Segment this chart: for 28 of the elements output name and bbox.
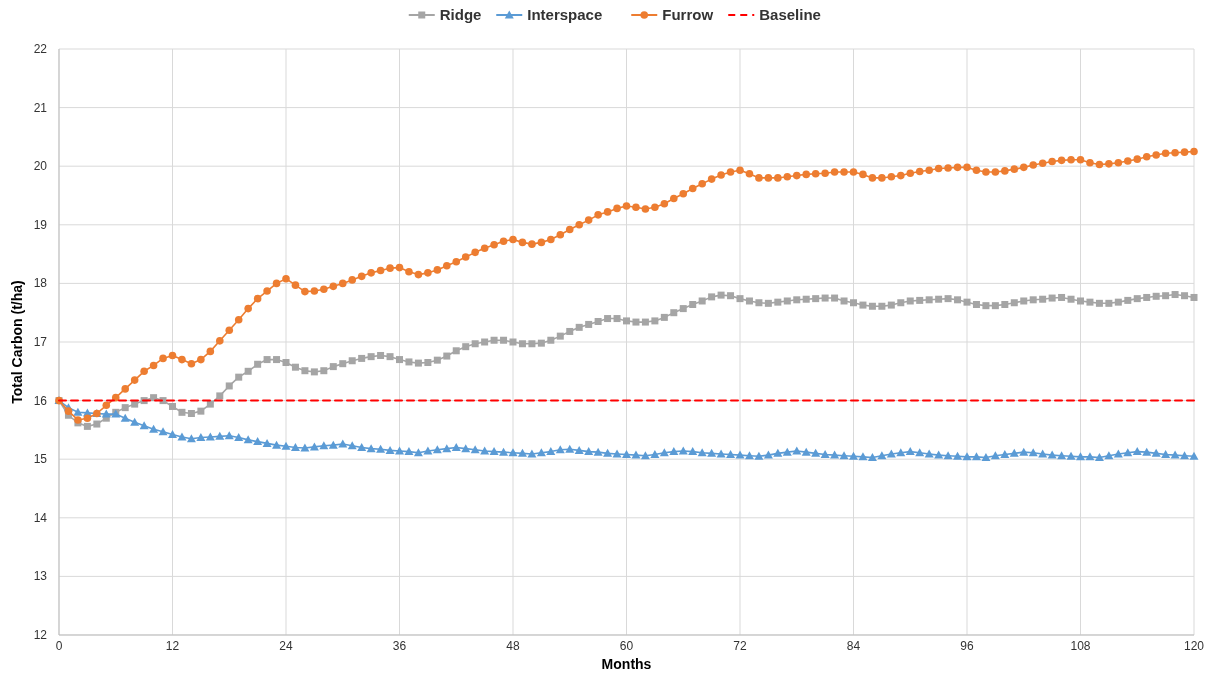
x-tick-label: 84 [846,639,861,653]
x-tick-label: 12 [165,639,180,653]
x-tick-label: 96 [960,639,974,653]
x-tick-label: 108 [1070,639,1091,653]
legend-label: Furrow [662,6,714,23]
x-tick-label: 60 [619,639,634,653]
x-tick-label: 120 [1183,639,1205,653]
legend-label: Ridge [439,6,482,23]
x-tick-label: 72 [733,639,747,653]
y-tick-label: 21 [33,100,48,115]
legend-label: Interspace [527,6,603,23]
y-tick-label: 17 [33,335,48,349]
x-tick-label: 36 [392,639,407,653]
y-tick-label: 13 [33,569,48,584]
y-tick-label: 20 [33,159,48,174]
y-tick-label: 15 [33,452,48,467]
y-axis-title: Total Carbon (t/ha) [9,280,25,404]
y-tick-label: 14 [33,510,48,525]
x-tick-label: 24 [279,639,293,653]
y-tick-label: 16 [33,393,48,408]
y-tick-label: 19 [33,217,48,232]
y-tick-label: 12 [33,628,48,642]
y-tick-label: 18 [33,276,48,291]
y-tick-label: 22 [33,42,48,56]
legend-label: Baseline [759,6,821,23]
x-tick-label: 48 [506,639,520,653]
x-tick-label: 0 [55,639,63,653]
x-axis-title: Months [601,656,652,672]
